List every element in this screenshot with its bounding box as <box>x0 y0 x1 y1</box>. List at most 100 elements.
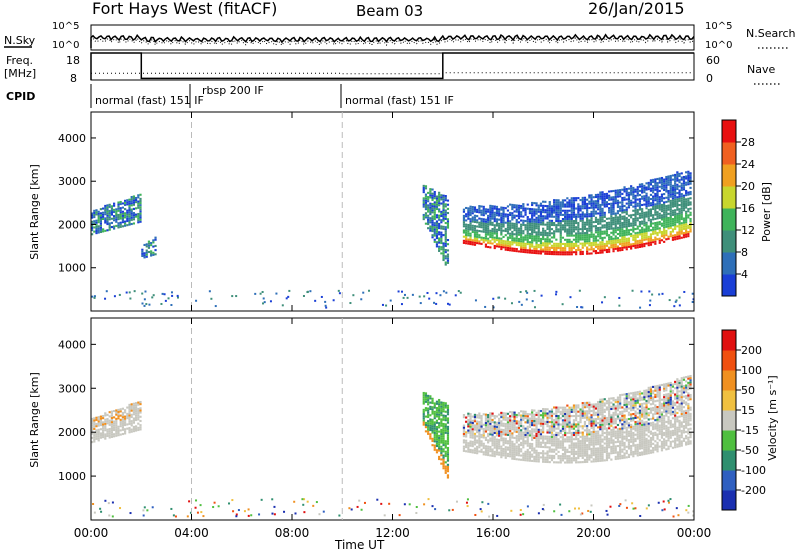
echo-cell <box>636 235 639 239</box>
echo-cell <box>515 445 518 448</box>
echo-cell <box>621 454 624 457</box>
echo-speckle <box>406 296 409 299</box>
echo-cell <box>625 403 628 406</box>
echo-cell <box>594 420 598 423</box>
echo-cell <box>97 225 100 228</box>
echo-cell <box>579 209 582 212</box>
echo-cell <box>597 199 600 203</box>
echo-cell <box>627 206 631 209</box>
echo-cell <box>124 203 127 207</box>
echo-cell <box>471 230 474 234</box>
echo-cell <box>480 419 483 422</box>
echo-cell <box>130 430 133 433</box>
echo-cell <box>433 213 436 216</box>
echo-cell <box>634 190 637 193</box>
echo-cell <box>627 392 631 395</box>
echo-cell <box>531 249 534 252</box>
echo-cell <box>126 423 129 426</box>
echo-cell <box>446 406 450 409</box>
echo-cell <box>599 438 602 441</box>
echo-cell <box>502 443 505 446</box>
echo-speckle <box>287 295 290 298</box>
echo-cell <box>645 192 648 195</box>
echo-cell <box>630 438 633 441</box>
echo-cell <box>564 412 567 416</box>
echo-cell <box>638 198 642 201</box>
echo-cell <box>495 444 499 447</box>
echo-cell <box>621 427 624 430</box>
echo-cell <box>509 448 512 452</box>
echo-cell <box>471 226 474 229</box>
echo-cell <box>511 237 514 240</box>
echo-cell <box>636 393 639 396</box>
echo-cell <box>623 437 626 440</box>
echo-cell <box>108 430 111 433</box>
echo-cell <box>619 419 622 422</box>
echo-cell <box>531 228 534 231</box>
echo-cell <box>583 227 587 230</box>
echo-cell <box>583 444 587 447</box>
echo-cell <box>559 417 562 420</box>
echo-cell <box>608 250 611 253</box>
echo-cell <box>480 442 483 445</box>
echo-cell <box>535 218 538 221</box>
echo-cell <box>647 217 650 220</box>
echo-cell <box>649 198 653 201</box>
echo-cell <box>433 402 436 405</box>
echo-cell <box>550 444 554 447</box>
echo-cell <box>577 404 580 407</box>
echo-cell <box>553 207 556 210</box>
echo-cell <box>594 216 598 219</box>
echo-cell <box>588 213 591 216</box>
echo-cell <box>599 191 602 194</box>
echo-cell <box>522 205 525 208</box>
echo-cell <box>537 208 540 211</box>
echo-cell <box>493 427 496 430</box>
echo-cell <box>465 213 468 216</box>
echo-cell <box>621 423 624 426</box>
echo-cell <box>577 433 580 436</box>
echo-cell <box>605 240 609 243</box>
echo-cell <box>465 231 468 234</box>
echo-cell <box>128 219 131 222</box>
beam-label: Beam 03 <box>356 2 423 20</box>
echo-cell <box>658 231 661 234</box>
echo-cell <box>561 220 565 223</box>
echo-cell <box>108 228 111 231</box>
echo-cell <box>446 467 450 471</box>
echo-cell <box>500 424 503 427</box>
echo-cell <box>431 427 434 430</box>
echo-cell <box>467 207 470 210</box>
echo-cell <box>685 206 688 209</box>
echo-cell <box>431 198 434 201</box>
echo-cell <box>625 237 628 240</box>
echo-cell <box>568 410 571 413</box>
echo-cell <box>603 459 606 462</box>
echo-cell <box>544 443 547 447</box>
echo-cell <box>581 461 584 464</box>
echo-cell <box>427 204 430 207</box>
echo-cell <box>537 443 540 446</box>
echo-cell <box>433 406 436 409</box>
echo-cell <box>489 412 492 415</box>
echo-cell <box>599 193 602 196</box>
echo-cell <box>608 412 611 415</box>
echo-cell <box>647 227 650 230</box>
echo-cell <box>493 452 496 456</box>
echo-cell <box>526 228 529 231</box>
echo-cell <box>647 181 650 184</box>
echo-cell <box>544 248 547 251</box>
echo-cell <box>619 404 622 407</box>
echo-cell <box>641 423 644 427</box>
echo-cell <box>599 232 602 236</box>
echo-cell <box>572 238 576 241</box>
echo-cell <box>586 450 589 453</box>
echo-cell <box>548 456 551 459</box>
echo-cell <box>581 244 584 247</box>
echo-cell <box>667 194 670 197</box>
echo-cell <box>594 413 598 416</box>
echo-cell <box>438 426 441 429</box>
echo-cell <box>135 408 138 411</box>
echo-cell <box>592 403 595 406</box>
echo-cell <box>605 192 609 195</box>
